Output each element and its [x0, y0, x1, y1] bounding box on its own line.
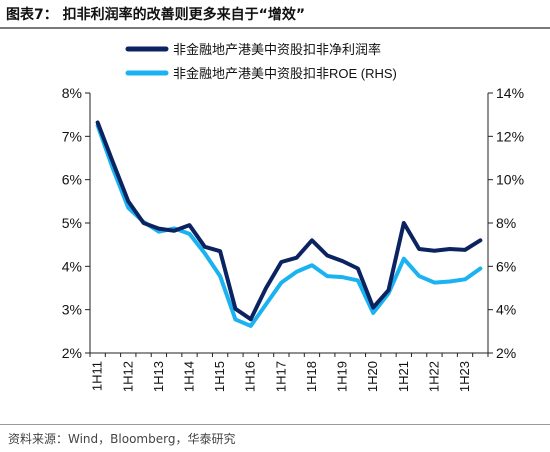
y-left-tick-label: 5% — [62, 215, 82, 231]
source-note: 资料来源：Wind，Bloomberg，华泰研究 — [8, 432, 236, 446]
y-right-tick-label: 6% — [496, 258, 516, 274]
y-right-tick-label: 14% — [496, 85, 524, 101]
line-chart: 非金融地产港美中资股扣非净利润率 非金融地产港美中资股扣非ROE (RHS) 2… — [62, 42, 524, 392]
legend-label-roe: 非金融地产港美中资股扣非ROE (RHS) — [173, 66, 397, 81]
x-tick-label: 1H20 — [365, 361, 380, 392]
chart-title: 图表7： 扣非利润率的改善则更多来自于“增效” — [6, 7, 306, 23]
x-tick-label: 1H11 — [90, 361, 105, 391]
x-tick-label: 1H14 — [182, 361, 197, 392]
x-tick-label: 1H18 — [304, 361, 319, 392]
y-left-tick-label: 7% — [62, 128, 82, 144]
chart-legend: 非金融地产港美中资股扣非净利润率 非金融地产港美中资股扣非ROE (RHS) — [125, 42, 397, 81]
series-layer — [95, 120, 483, 328]
x-tick-label: 1H19 — [335, 361, 350, 392]
x-tick-label: 1H22 — [426, 361, 441, 392]
x-tick-label: 1H23 — [457, 361, 472, 392]
y-right-tick-label: 4% — [496, 302, 516, 318]
x-tick-label: 1H12 — [120, 361, 135, 392]
y-left-tick-label: 3% — [62, 302, 82, 318]
chart-axes: 2% 3% 4% 5% 6% 7% 8% 2% 4% 6% 8% 10% 12% 14% 1H11 1H12 1… — [62, 85, 524, 392]
x-tick-label: 1H13 — [151, 361, 166, 392]
legend-label-net-margin: 非金融地产港美中资股扣非净利润率 — [173, 42, 381, 57]
title-divider — [0, 27, 550, 29]
y-right-tick-label: 10% — [496, 172, 524, 188]
y-left-tick-label: 8% — [62, 85, 82, 101]
x-tick-label: 1H17 — [273, 361, 288, 392]
y-right-tick-label: 8% — [496, 215, 516, 231]
x-tick-label: 1H16 — [243, 361, 258, 392]
x-tick-label: 1H21 — [396, 361, 411, 392]
series-line-net-margin — [95, 120, 483, 322]
y-left-tick-label: 2% — [62, 345, 82, 361]
y-right-tick-label: 2% — [496, 345, 516, 361]
x-tick-label: 1H15 — [212, 361, 227, 392]
y-left-tick-label: 4% — [62, 258, 82, 274]
y-left-tick-label: 6% — [62, 172, 82, 188]
series-line-roe — [95, 123, 483, 328]
footer-divider — [0, 424, 550, 425]
y-right-tick-label: 12% — [496, 128, 524, 144]
